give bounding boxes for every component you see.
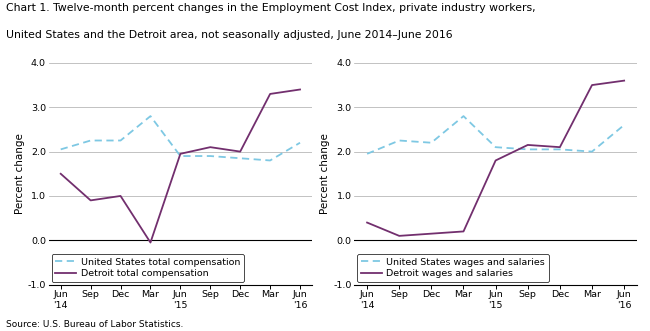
Text: United States and the Detroit area, not seasonally adjusted, June 2014–June 2016: United States and the Detroit area, not … [6, 30, 453, 40]
Y-axis label: Percent change: Percent change [320, 133, 330, 214]
Legend: United States total compensation, Detroit total compensation: United States total compensation, Detroi… [51, 254, 244, 282]
Text: Chart 1. Twelve-month percent changes in the Employment Cost Index, private indu: Chart 1. Twelve-month percent changes in… [6, 3, 536, 13]
Legend: United States wages and salaries, Detroit wages and salaries: United States wages and salaries, Detroi… [357, 254, 549, 282]
Y-axis label: Percent change: Percent change [15, 133, 25, 214]
Text: Source: U.S. Bureau of Labor Statistics.: Source: U.S. Bureau of Labor Statistics. [6, 320, 184, 329]
